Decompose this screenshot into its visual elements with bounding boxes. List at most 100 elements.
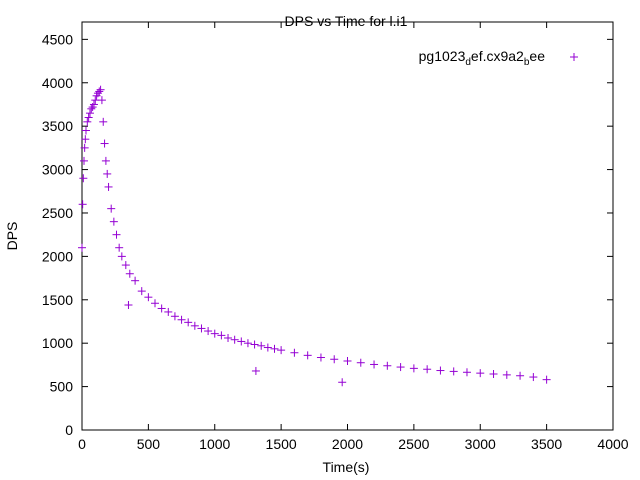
- data-point: [476, 369, 485, 378]
- y-tick-label: 3500: [42, 118, 73, 134]
- data-point: [190, 321, 199, 330]
- y-tick-label: 2000: [42, 248, 73, 264]
- data-point: [97, 96, 106, 105]
- legend: pg1023def.cx9a2bee: [419, 48, 578, 68]
- legend-marker-plus: [570, 53, 578, 61]
- data-point: [131, 276, 140, 285]
- legend-label-sub1: d: [465, 57, 471, 68]
- data-point: [204, 327, 213, 336]
- y-tick-label: 1500: [42, 292, 73, 308]
- x-tick-label: 3000: [465, 436, 496, 452]
- x-axis-label: Time(s): [323, 459, 370, 475]
- legend-label-base: pg1023: [419, 48, 466, 64]
- data-point: [529, 373, 538, 382]
- y-axis-label: DPS: [4, 222, 20, 251]
- data-point: [383, 361, 392, 370]
- data-point: [370, 360, 379, 369]
- data-point: [137, 287, 146, 296]
- data-point: [396, 363, 405, 372]
- data-point: [230, 335, 239, 344]
- data-point: [96, 85, 105, 94]
- data-point: [290, 348, 299, 357]
- data-point: [330, 355, 339, 364]
- data-point: [164, 307, 173, 316]
- data-point: [78, 200, 87, 209]
- x-tick-label: 3500: [531, 436, 562, 452]
- data-point: [99, 117, 108, 126]
- data-point: [100, 139, 109, 148]
- data-point: [157, 304, 166, 313]
- plot-area: [81, 21, 614, 431]
- x-tick-label: 2500: [398, 436, 429, 452]
- data-point: [117, 252, 126, 261]
- legend-label-mid: ef.cx9a2: [471, 48, 524, 64]
- data-point: [303, 351, 312, 360]
- data-point: [112, 230, 121, 239]
- data-point: [489, 370, 498, 379]
- data-point: [83, 117, 92, 126]
- y-tick-label: 4500: [42, 31, 73, 47]
- data-point: [210, 329, 219, 338]
- data-point: [257, 341, 266, 350]
- data-point: [104, 182, 113, 191]
- x-tick-labels: 0 500 1000 1500 2000 2500 3000 3500 4000: [78, 436, 629, 452]
- data-point: [177, 315, 186, 324]
- x-tick-label: 2000: [332, 436, 363, 452]
- data-point: [462, 368, 471, 377]
- x-tick-label: 1000: [199, 436, 230, 452]
- x-tick-label: 4000: [597, 436, 628, 452]
- y-tick-label: 4000: [42, 75, 73, 91]
- data-point: [151, 299, 160, 308]
- legend-label-tail: ee: [529, 48, 545, 64]
- data-point: [125, 269, 134, 278]
- data-point: [184, 318, 193, 327]
- data-point: [251, 366, 260, 375]
- data-point: [121, 261, 130, 270]
- data-point: [542, 375, 551, 384]
- data-point: [115, 243, 124, 252]
- data-point: [449, 367, 458, 376]
- x-tick-label: 0: [78, 436, 86, 452]
- data-point: [243, 339, 252, 348]
- data-point: [277, 346, 286, 355]
- data-point: [81, 135, 90, 144]
- x-tick-label: 1500: [266, 436, 297, 452]
- data-point: [80, 143, 89, 152]
- data-point: [170, 312, 179, 321]
- data-point: [107, 204, 116, 213]
- data-point: [103, 169, 112, 178]
- data-point: [516, 371, 525, 380]
- data-points: [78, 85, 551, 387]
- data-point: [84, 113, 93, 122]
- data-point: [79, 156, 88, 165]
- y-tick-label: 0: [65, 422, 73, 438]
- y-tick-label: 3000: [42, 162, 73, 178]
- data-point: [81, 126, 90, 135]
- data-point: [85, 109, 94, 118]
- chart-title: DPS vs Time for l.i1: [285, 13, 408, 29]
- y-tick-label: 500: [50, 379, 74, 395]
- data-point: [197, 324, 206, 333]
- data-point: [89, 100, 98, 109]
- data-point: [409, 364, 418, 373]
- y-tick-labels: 0 500 1000 1500 2000 2500 3000 3500 4000 4500: [42, 31, 73, 438]
- data-point: [87, 104, 96, 113]
- axis-ticks: [81, 22, 614, 431]
- data-point: [356, 358, 365, 367]
- y-tick-label: 2500: [42, 205, 73, 221]
- legend-marker: [570, 53, 578, 61]
- data-point: [343, 356, 352, 365]
- data-point: [101, 156, 110, 165]
- data-point: [79, 174, 88, 183]
- legend-label-sub2: b: [524, 57, 530, 68]
- x-tick-label: 500: [137, 436, 161, 452]
- data-point: [224, 333, 233, 342]
- data-point: [316, 353, 325, 362]
- data-point: [78, 243, 86, 252]
- data-point: [436, 366, 445, 375]
- data-point: [217, 331, 226, 340]
- y-tick-label: 1000: [42, 335, 73, 351]
- data-point: [124, 300, 133, 309]
- legend-entry: pg1023def.cx9a2bee: [419, 48, 546, 68]
